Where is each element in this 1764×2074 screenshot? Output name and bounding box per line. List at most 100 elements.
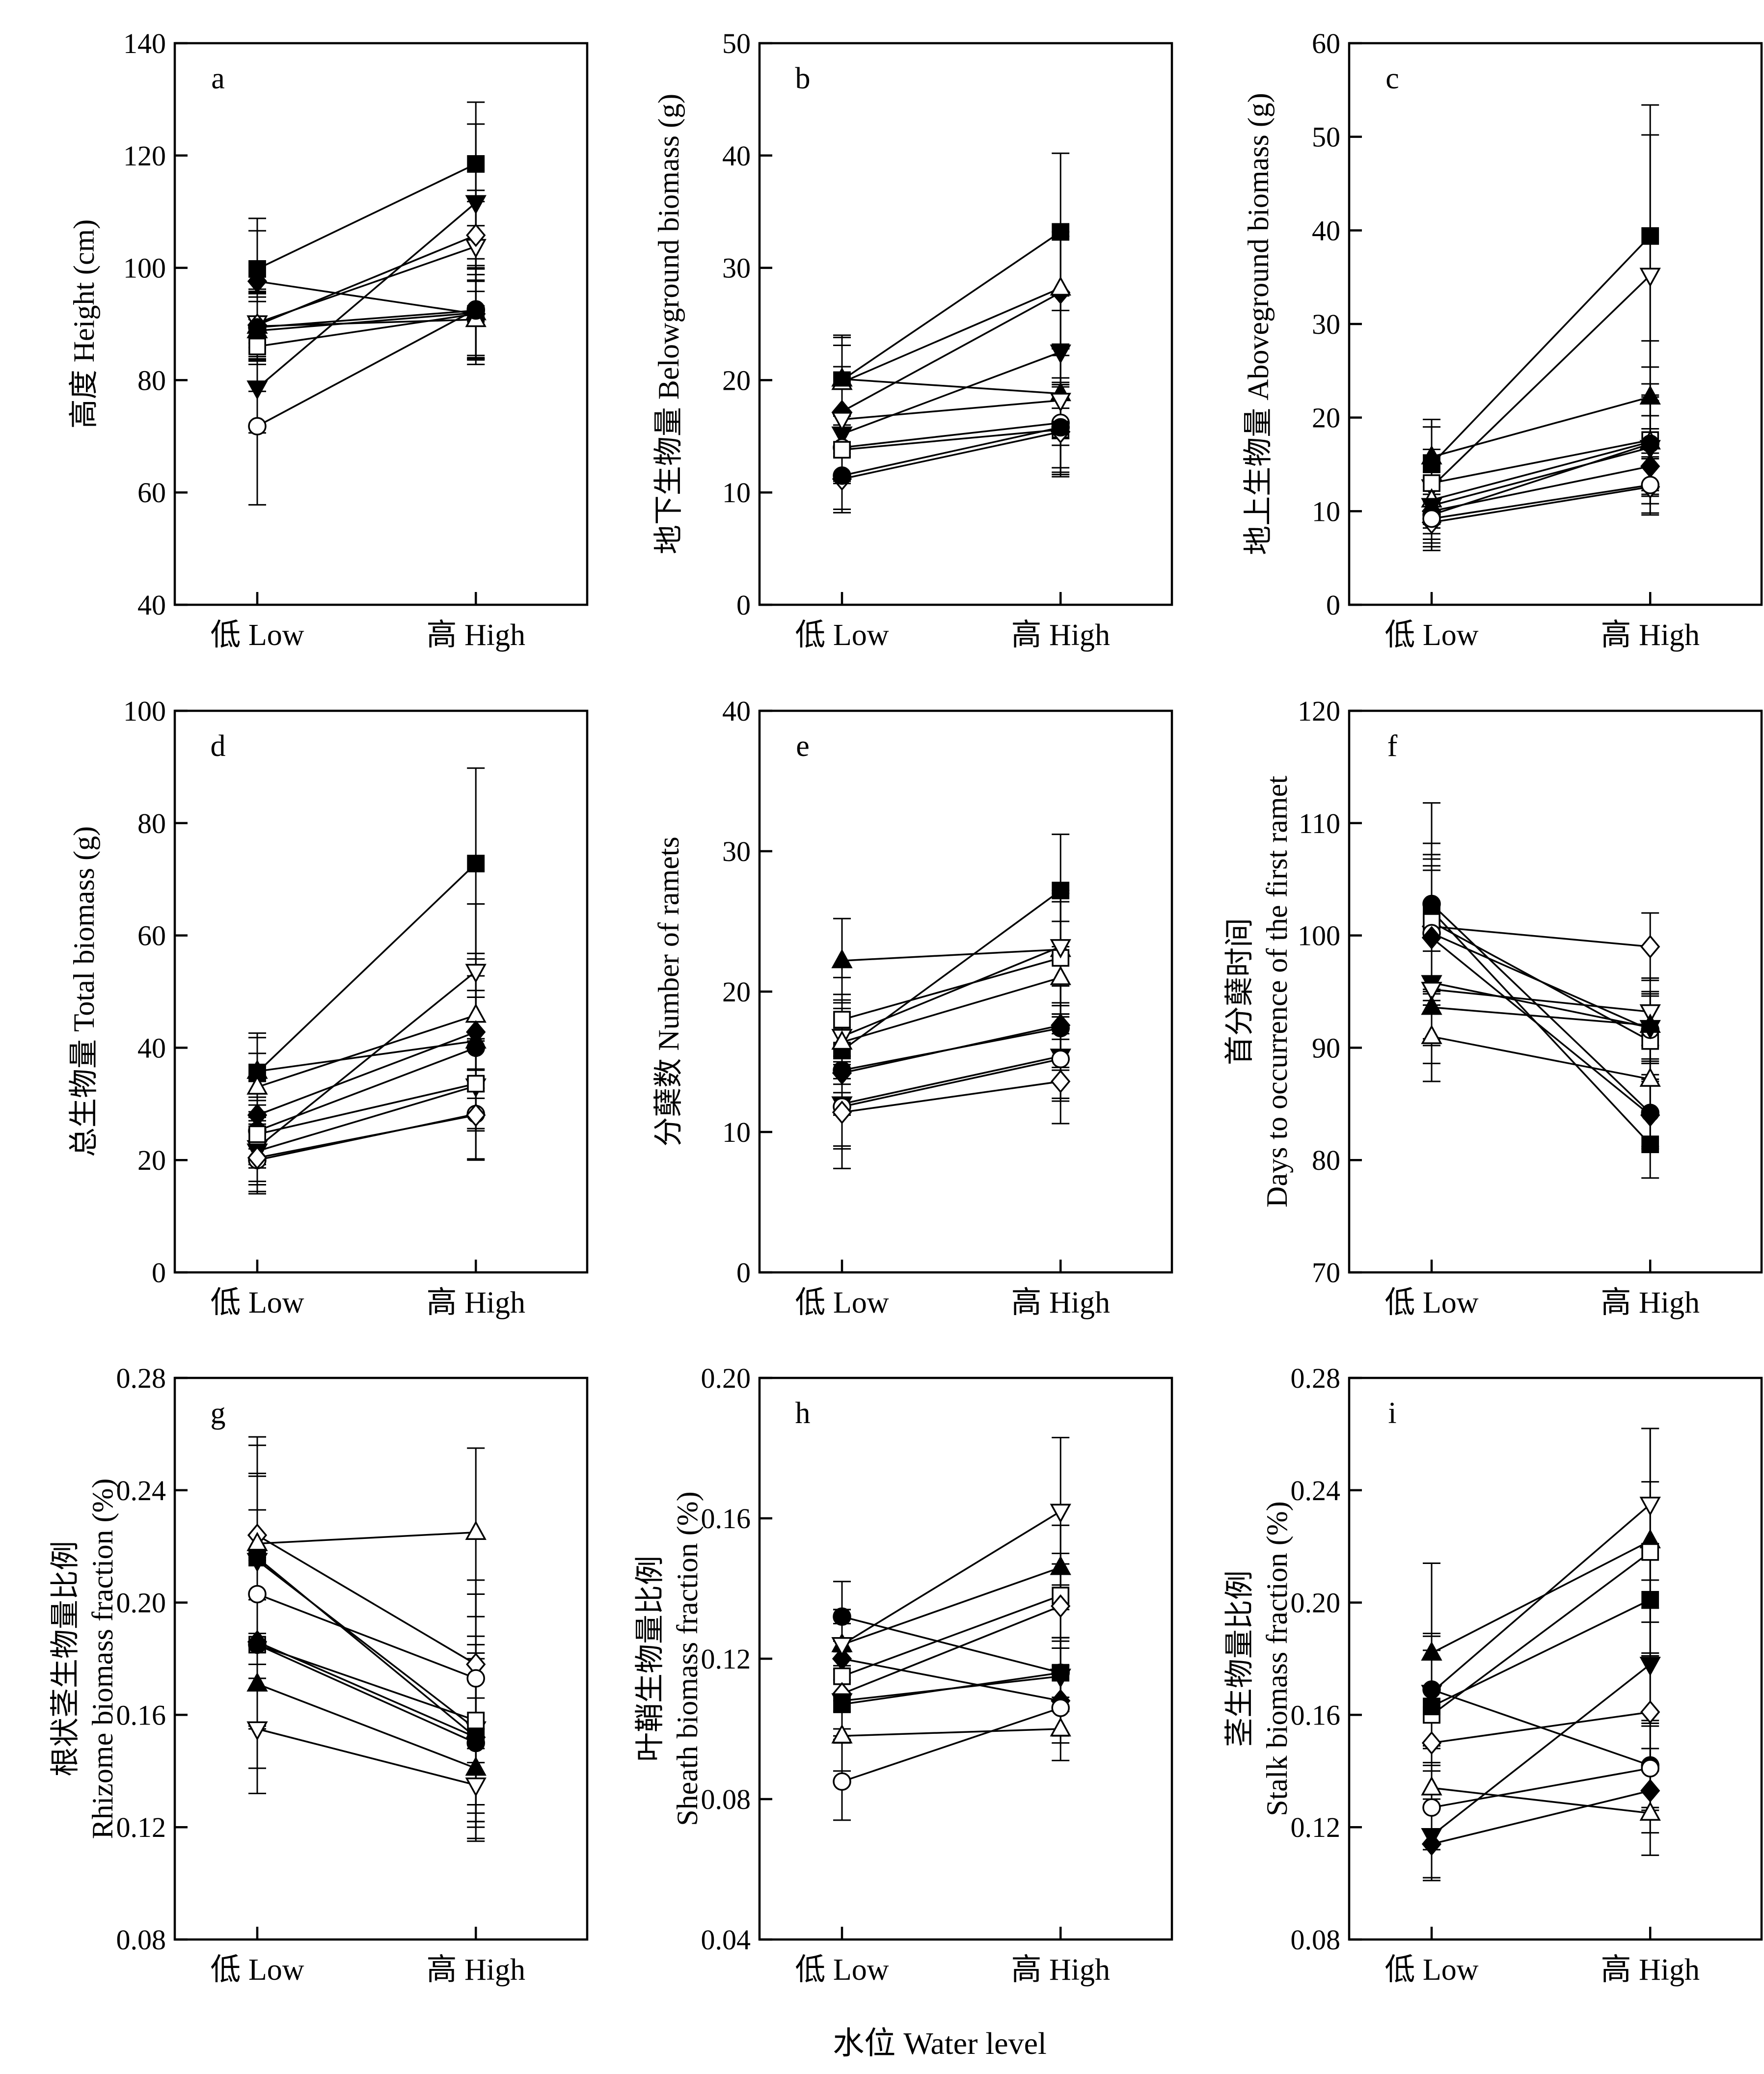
panel-a-series-line-0 xyxy=(257,163,476,270)
panel-h-y-tick-label: 0.04 xyxy=(701,1924,751,1956)
panel-d-lines xyxy=(256,862,477,1161)
panel-d-point-4-0 xyxy=(246,1059,268,1079)
panel-f: 70 80 90 100 110 120 低 Low 高 High f 首分蘖时间 Days to … xyxy=(1223,695,1763,1320)
panel-e-point-6-0 xyxy=(832,1061,852,1085)
panel-g-y-tick-label: 0.24 xyxy=(116,1475,166,1507)
panel-h: 0.04 0.08 0.12 0.16 0.20 低 Low 高 High h 叶鞘生物量比例 S… xyxy=(634,1362,1173,1987)
panel-c: 0 10 20 30 40 50 60 低 Low 高 High c 地上生物量 Abovegrou… xyxy=(1242,27,1763,652)
panel-i-series-line-1 xyxy=(1431,1504,1651,1693)
panel-f-series-line-6 xyxy=(1431,981,1651,1028)
panel-b-letter: b xyxy=(795,62,811,95)
panel-d-point-9-1 xyxy=(466,1103,486,1127)
panel-c-point-1-1 xyxy=(1639,268,1661,287)
panel-g-series-line-6 xyxy=(257,1643,476,1722)
panel-f-y-tick-label: 70 xyxy=(1312,1257,1340,1289)
panel-g-series-line-4 xyxy=(257,1593,476,1679)
panel-b-series-line-2 xyxy=(841,351,1061,435)
panel-f-series-line-4 xyxy=(1431,932,1651,1031)
panel-b-point-7-0 xyxy=(833,441,851,459)
panel-i-series-line-8 xyxy=(1431,1787,1651,1814)
panel-i-frame xyxy=(1348,1376,1763,1941)
panel-d-point-5-1 xyxy=(466,1038,485,1057)
panel-h-series-line-1 xyxy=(841,1566,1061,1646)
panel-h-y-tick-label: 0.16 xyxy=(701,1503,751,1535)
panel-b-series-line-4 xyxy=(841,378,1061,395)
panel-h-x-tick-label: 低 Low xyxy=(795,1953,889,1987)
panel-d-point-7-1 xyxy=(467,1075,485,1093)
panel-c-lines xyxy=(1431,235,1651,523)
panel-f-point-7-0 xyxy=(1421,982,1442,1001)
panel-h-y-tick-label: 0.12 xyxy=(701,1643,751,1675)
panel-d-y-axis-label: 总生物量 Total biomass (g) xyxy=(68,826,100,1157)
panel-c-point-2-1 xyxy=(1639,385,1661,405)
panel-g-x-tick-label: 低 Low xyxy=(210,1953,304,1987)
panel-h-point-8-0 xyxy=(831,1724,853,1744)
panel-d-series-line-7 xyxy=(257,1082,476,1135)
panel-i-point-9-0 xyxy=(1421,1832,1442,1856)
panel-i-y-tick-label: 0.24 xyxy=(1291,1475,1341,1507)
panel-c-series-line-5 xyxy=(1431,446,1651,507)
panel-g-point-4-1 xyxy=(466,1669,485,1688)
panel-f-frame xyxy=(1348,709,1763,1274)
panel-c-y-tick-label: 10 xyxy=(1312,495,1340,527)
panel-c-y-tick-label: 50 xyxy=(1312,121,1340,153)
panel-a-series-line-3 xyxy=(257,308,477,427)
panel-g-y-tick-label: 0.28 xyxy=(116,1362,166,1394)
panel-h-point-3-0 xyxy=(831,1637,853,1657)
panel-b-y-tick-label: 30 xyxy=(722,252,751,284)
panel-g-y-tick-label: 0.08 xyxy=(116,1924,166,1956)
panel-b-y-tick-label: 50 xyxy=(722,27,751,59)
panel-a-series-line-4 xyxy=(257,313,476,348)
panel-i-lines xyxy=(1431,1504,1651,1845)
panel-a-series-line-1 xyxy=(257,280,476,315)
panel-i-y-axis-label: Stalk biomass fraction (%) xyxy=(1261,1501,1293,1816)
panel-c-series-line-4 xyxy=(1431,441,1651,501)
panel-f-y-tick-label: 90 xyxy=(1312,1032,1340,1064)
panel-h-point-5-1 xyxy=(1051,1594,1071,1618)
panel-e-series-line-8 xyxy=(841,1058,1061,1108)
panel-e-series-line-6 xyxy=(841,1024,1061,1074)
panel-e-letter: e xyxy=(796,729,810,763)
panel-d-letter: d xyxy=(211,729,226,763)
panel-a-point-4-0 xyxy=(248,337,266,355)
panel-i-x-tick-label: 低 Low xyxy=(1384,1953,1478,1987)
panel-d-point-0-1 xyxy=(467,855,485,873)
panel-f-y-tick-label: 120 xyxy=(1298,695,1340,727)
panel-d-y-tick-label: 100 xyxy=(123,695,166,727)
panel-d-y-tick-label: 20 xyxy=(137,1144,166,1176)
panel-i-y-tick-label: 0.08 xyxy=(1291,1924,1341,1956)
panel-g-lines xyxy=(256,1531,477,1786)
panel-e-y-tick-label: 10 xyxy=(722,1116,751,1148)
panel-i-point-0-0 xyxy=(1421,1641,1442,1661)
panel-d-point-1-1 xyxy=(465,964,487,983)
panel-c-series-line-8 xyxy=(1431,486,1651,523)
panel-a-point-3-0 xyxy=(248,417,267,435)
panel-c-x-tick-label: 低 Low xyxy=(1384,619,1478,652)
panel-b-series-line-8 xyxy=(841,431,1061,480)
panel-e: 0 10 20 30 40 低 Low 高 High e 分蘖数 Number of ramet… xyxy=(652,695,1173,1320)
panel-e-lines xyxy=(841,889,1061,1113)
panel-h-series-line-0 xyxy=(841,1616,1061,1674)
panel-e-point-3-1 xyxy=(1050,939,1071,959)
panel-a-series-line-5 xyxy=(257,312,476,332)
panel-e-point-2-0 xyxy=(833,1011,851,1029)
panel-i-point-5-0 xyxy=(1422,1680,1441,1699)
panel-f-point-9-0 xyxy=(1421,1024,1442,1044)
panel-b-y-tick-label: 10 xyxy=(722,477,751,509)
panel-i-point-4-1 xyxy=(1640,1700,1660,1724)
panel-f-point-2-1 xyxy=(1640,935,1660,959)
panel-e-y-tick-label: 40 xyxy=(722,695,751,727)
panel-g-point-6-1 xyxy=(467,1711,485,1729)
panel-d-series-line-1 xyxy=(256,970,477,1149)
panel-d-y-tick-label: 80 xyxy=(137,808,166,839)
panel-d-y-tick-label: 60 xyxy=(137,920,166,952)
panel-i-y-axis-label: 茎生物量比例 xyxy=(1223,1570,1256,1747)
panel-b-frame xyxy=(758,42,1173,606)
panel-c-y-tick-label: 0 xyxy=(1326,589,1340,621)
panel-b-point-5-0 xyxy=(831,412,853,431)
panel-h-point-7-0 xyxy=(833,1696,851,1713)
panel-e-x-tick-label: 高 High xyxy=(1011,1286,1110,1320)
panel-h-point-9-0 xyxy=(833,1772,851,1791)
panel-a-y-axis-label: 高度 Height (cm) xyxy=(68,219,100,429)
